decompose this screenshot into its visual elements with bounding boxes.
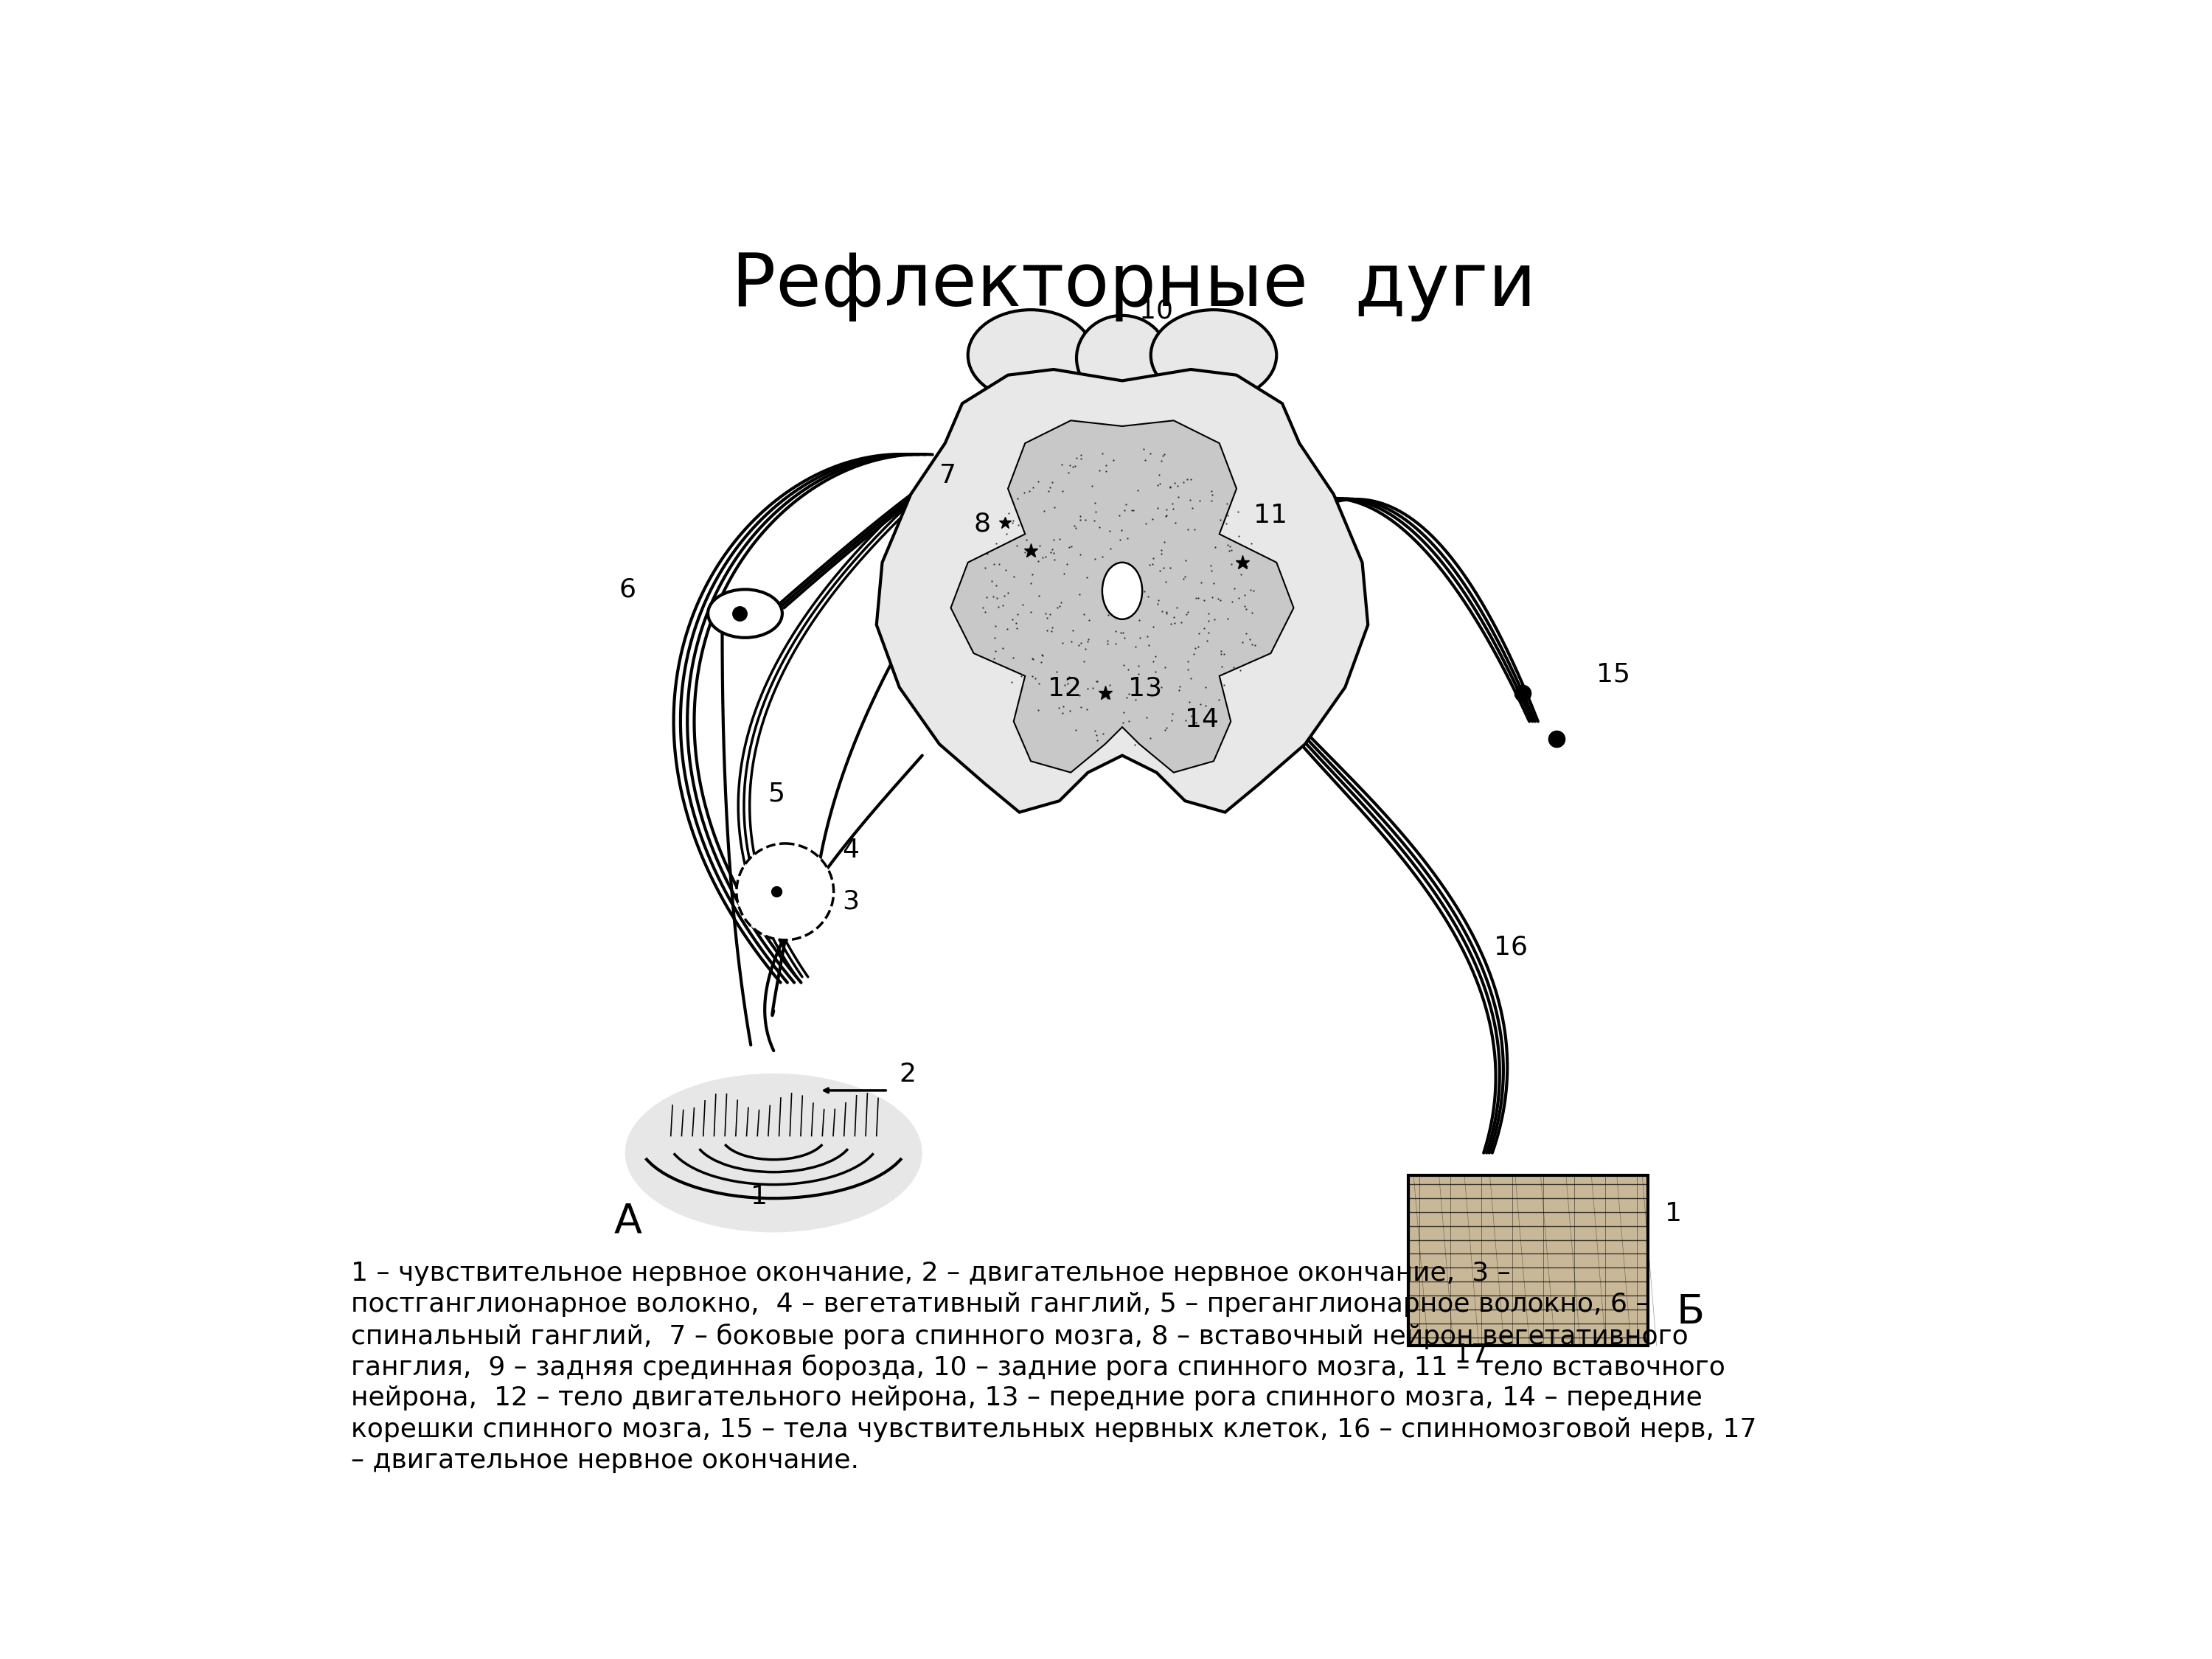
Ellipse shape (969, 310, 1093, 400)
Text: 3: 3 (843, 889, 858, 914)
Text: 15: 15 (1597, 662, 1630, 687)
Text: корешки спинного мозга, 15 – тела чувствительных нервных клеток, 16 – спинномозг: корешки спинного мозга, 15 – тела чувств… (352, 1417, 1756, 1442)
Text: нейрона,  12 – тело двигательного нейрона, 13 – передние рога спинного мозга, 14: нейрона, 12 – тело двигательного нейрона… (352, 1385, 1703, 1410)
Text: 13: 13 (1128, 675, 1161, 702)
Text: 12: 12 (1048, 675, 1082, 702)
Text: Рефлекторные  дуги: Рефлекторные дуги (732, 251, 1535, 322)
Text: 6: 6 (619, 577, 637, 602)
Text: 14: 14 (1186, 707, 1219, 732)
Text: постганглионарное волокно,  4 – вегетативный ганглий, 5 – преганглионарное волок: постганглионарное волокно, 4 – вегетатив… (352, 1292, 1648, 1317)
Text: 16: 16 (1493, 934, 1528, 959)
Ellipse shape (1150, 310, 1276, 400)
Text: – двигательное нервное окончание.: – двигательное нервное окончание. (352, 1448, 858, 1473)
Circle shape (737, 843, 834, 941)
Text: ганглия,  9 – задняя срединная борозда, 10 – задние рога спинного мозга, 11 – те: ганглия, 9 – задняя срединная борозда, 1… (352, 1354, 1725, 1380)
Text: 4: 4 (843, 838, 858, 863)
Bar (1407, 1176, 1648, 1345)
Polygon shape (951, 420, 1294, 773)
Text: Б: Б (1677, 1292, 1705, 1332)
Ellipse shape (626, 1073, 922, 1233)
Text: 5: 5 (768, 781, 785, 806)
Polygon shape (876, 370, 1367, 813)
Text: 11: 11 (1254, 503, 1287, 528)
Text: 7: 7 (940, 463, 956, 488)
Text: 1: 1 (1666, 1201, 1681, 1226)
Text: 1: 1 (750, 1185, 768, 1209)
Text: A: A (613, 1201, 641, 1241)
Text: 10: 10 (1139, 299, 1172, 324)
Text: 1 – чувствительное нервное окончание, 2 – двигательное нервное окончание,  3 –: 1 – чувствительное нервное окончание, 2 … (352, 1261, 1511, 1286)
Ellipse shape (1077, 315, 1168, 400)
Text: спинальный ганглий,  7 – боковые рога спинного мозга, 8 – вставочный нейрон веге: спинальный ганглий, 7 – боковые рога спи… (352, 1324, 1688, 1349)
Ellipse shape (1102, 562, 1141, 619)
Ellipse shape (708, 589, 783, 637)
Text: 17: 17 (1453, 1344, 1486, 1369)
Text: 8: 8 (973, 511, 991, 536)
Text: 2: 2 (900, 1062, 916, 1087)
